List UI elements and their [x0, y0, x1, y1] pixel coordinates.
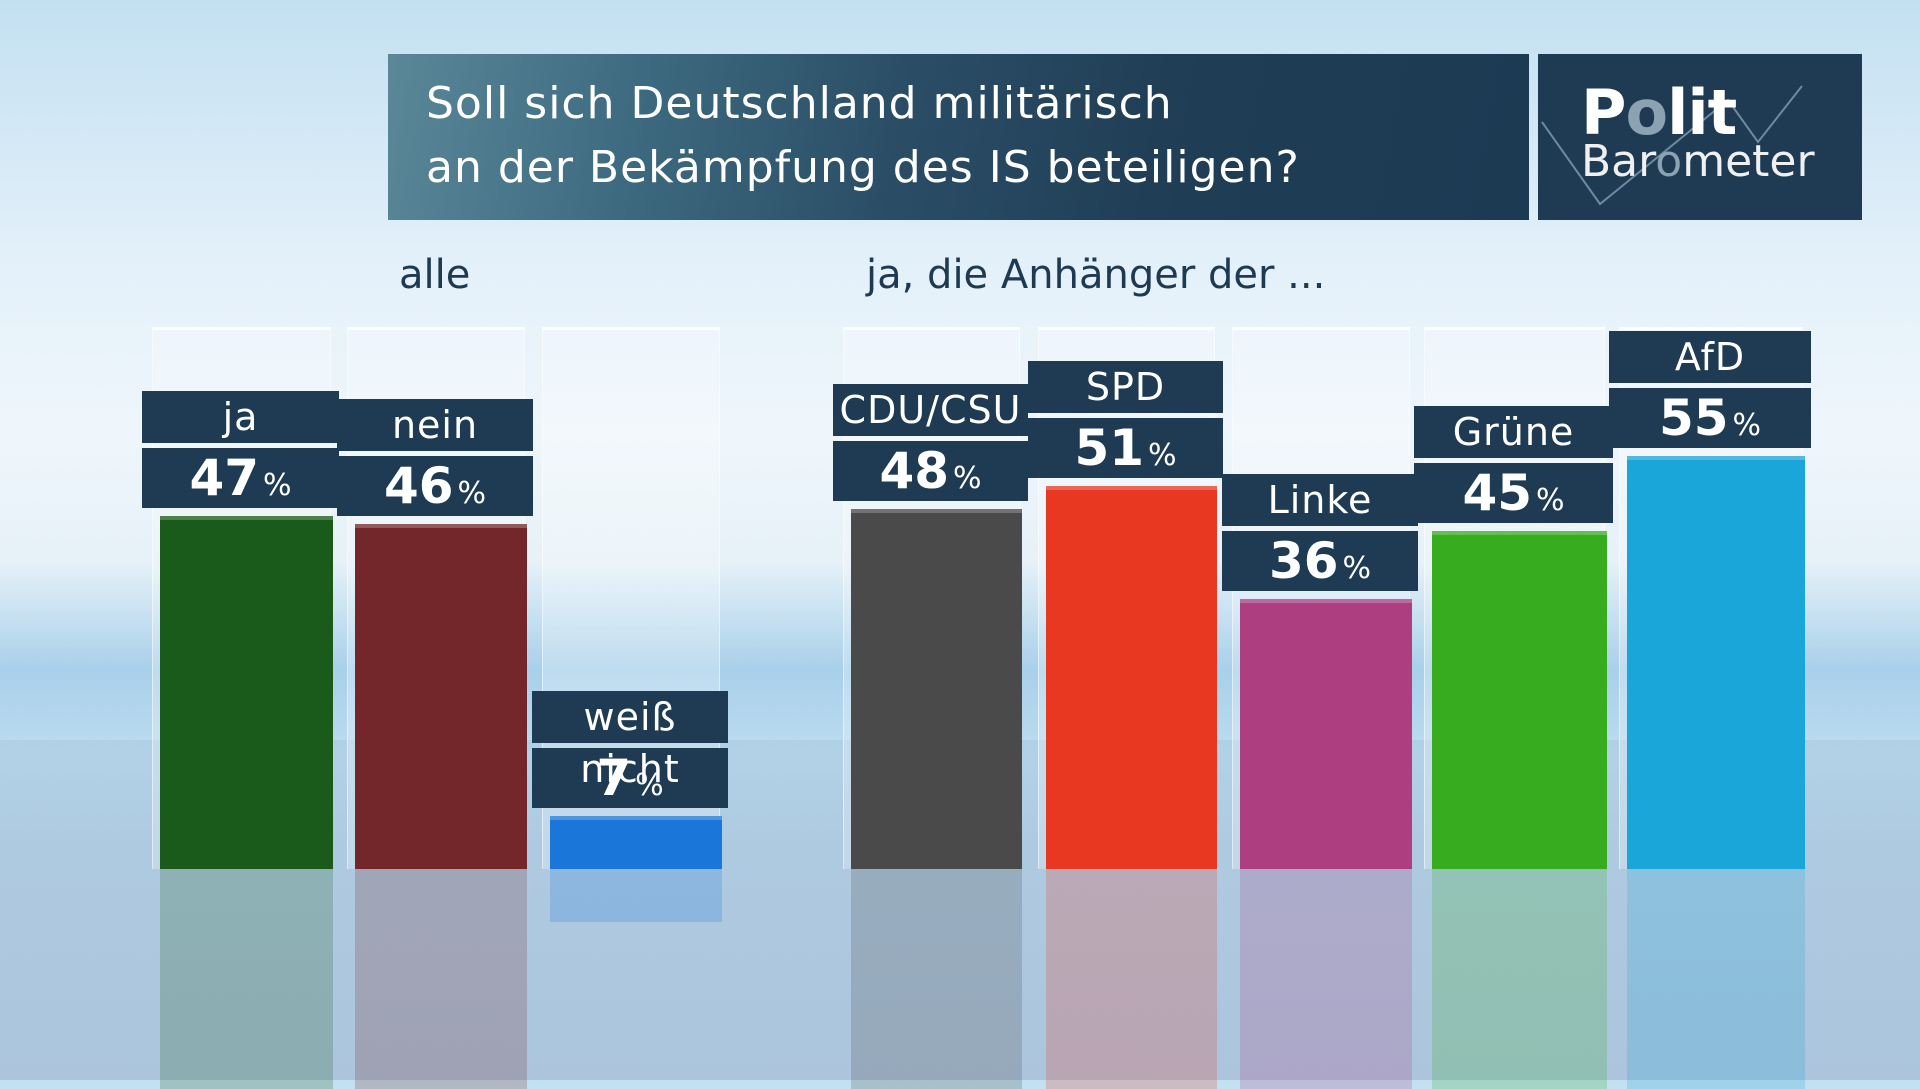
value-number: 7 [596, 749, 631, 807]
bar-top-edge [355, 523, 527, 528]
bar-reflection-wei-nicht [550, 869, 722, 922]
bar-top-edge [1046, 486, 1217, 491]
value-unit: % [1732, 408, 1762, 444]
value-unit: % [1342, 550, 1372, 586]
politbarometer-logo: Polit Barometer [1538, 54, 1862, 220]
title-line-1: Soll sich Deutschland militärisch [426, 78, 1173, 129]
title-line-2: an der Bekämpfung des IS beteiligen? [426, 142, 1300, 193]
chart-title-box: Soll sich Deutschland militärisch an der… [388, 54, 1529, 220]
bar-reflection-spd [1046, 869, 1217, 1089]
value-label-ja: 47% [142, 448, 339, 509]
category-label-cdu-csu: CDU/CSU [833, 383, 1028, 436]
value-number: 45 [1462, 464, 1533, 523]
value-label-spd: 51% [1028, 418, 1223, 479]
value-unit: % [1148, 438, 1177, 474]
logo-line-1: Polit [1581, 76, 1737, 149]
group-label-alle: alle [399, 252, 471, 298]
value-unit: % [263, 468, 292, 504]
value-label-cdu-csu: 48% [833, 440, 1028, 501]
value-label-afd: 55% [1609, 388, 1811, 449]
bar-reflection-linke [1240, 869, 1412, 1089]
bar-reflection-afd [1627, 869, 1805, 1089]
value-unit: % [457, 475, 487, 511]
bar-afd [1627, 456, 1805, 869]
value-number: 48 [879, 441, 950, 500]
bar-top-edge [851, 508, 1022, 513]
bar-top-edge [1240, 598, 1412, 603]
checkmark-icon [1541, 85, 1803, 206]
bar-top-edge [1627, 456, 1805, 461]
category-label-gr-ne: Grüne [1414, 406, 1613, 459]
category-label-wei-nicht: weiß nicht [532, 691, 728, 791]
bar-ja [160, 516, 333, 869]
value-number: 36 [1268, 531, 1339, 590]
category-label-afd: AfD [1609, 331, 1811, 384]
value-label-wei-nicht: 7% [532, 748, 728, 809]
bar-nein [355, 523, 527, 869]
bar-top-edge [160, 516, 333, 521]
bar-wei-nicht [550, 816, 722, 869]
value-unit: % [953, 460, 982, 496]
category-label-spd: SPD [1028, 361, 1223, 414]
category-label-linke: Linke [1222, 473, 1418, 526]
value-label-gr-ne: 45% [1414, 463, 1613, 524]
category-label-nein: nein [337, 398, 533, 451]
bar-linke [1240, 598, 1412, 869]
bar-reflection-gr-ne [1432, 869, 1607, 1089]
bar-top-edge [1432, 531, 1607, 536]
value-number: 51 [1074, 419, 1145, 478]
value-unit: % [635, 768, 664, 803]
logo-line-2: Barometer [1581, 136, 1815, 187]
value-number: 55 [1658, 389, 1729, 448]
bar-reflection-nein [355, 869, 527, 1089]
bar-top-edge [550, 816, 722, 821]
category-label-ja: ja [142, 391, 339, 444]
bar-reflection-ja [160, 869, 333, 1089]
value-unit: % [1536, 483, 1565, 519]
bar-reflection-cdu-csu [851, 869, 1022, 1089]
bar-spd [1046, 486, 1217, 869]
value-number: 47 [189, 449, 260, 508]
group-label-anhaenger: ja, die Anhänger der ... [866, 252, 1326, 298]
value-label-nein: 46% [337, 455, 533, 516]
value-number: 46 [383, 456, 454, 515]
bar-gr-ne [1432, 531, 1607, 869]
bar-cdu-csu [851, 508, 1022, 869]
value-label-linke: 36% [1222, 530, 1418, 591]
